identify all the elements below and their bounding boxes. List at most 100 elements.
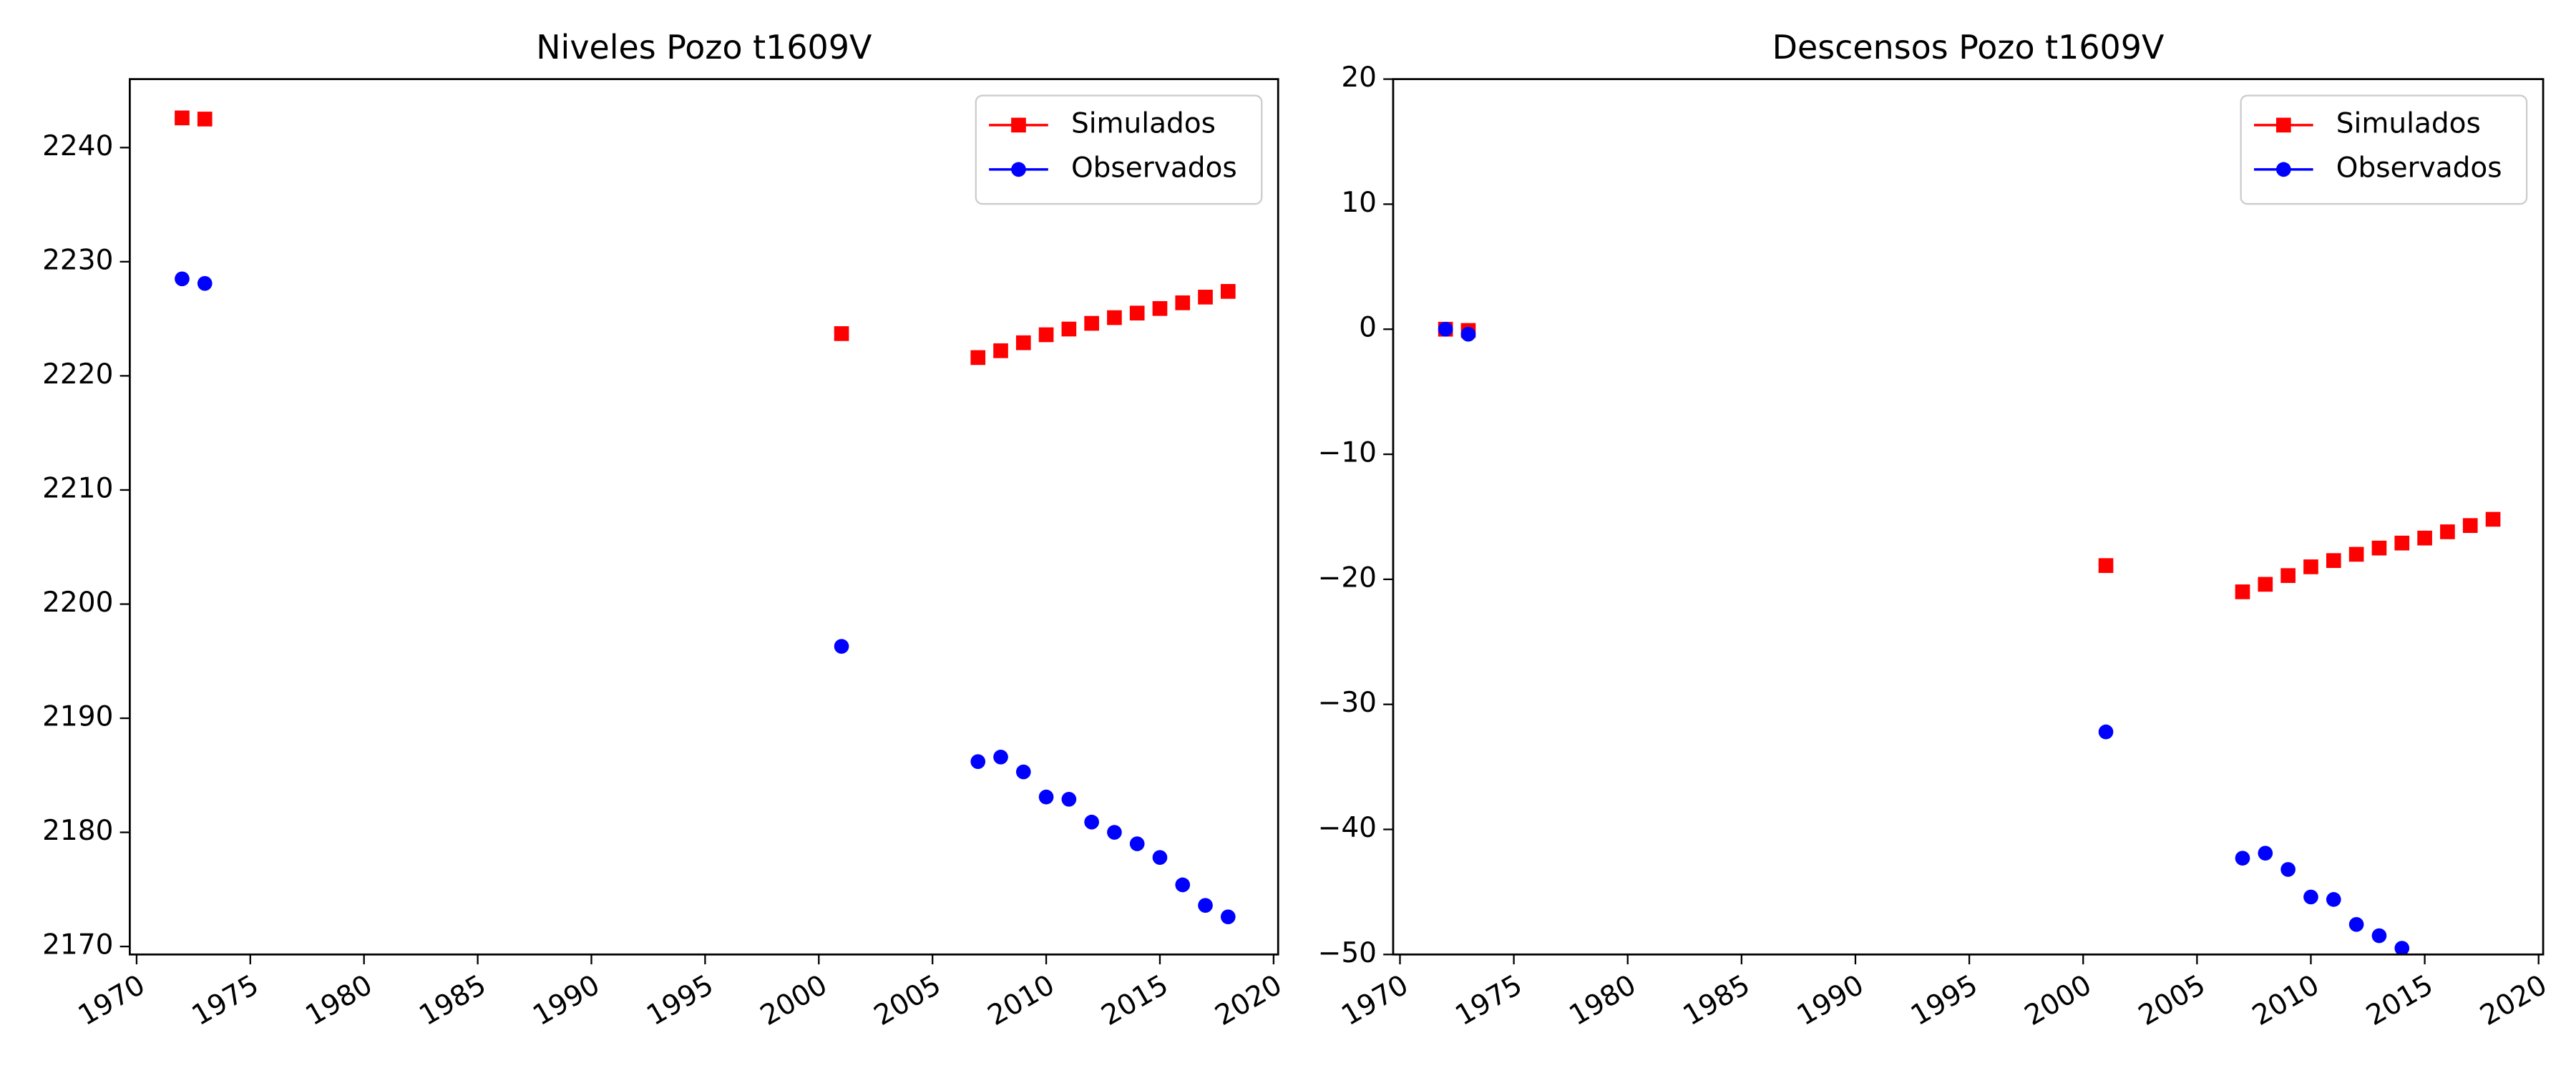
x-tick-label: 1975 (1450, 969, 1528, 1032)
x-tick-label: 1990 (527, 969, 605, 1032)
y-tick-label: −40 (1318, 812, 1377, 844)
subplot: Niveles Pozo t1609V 2170 2180 2190 2200 2210 2… (42, 28, 1287, 1032)
x-tick-label: 1975 (187, 969, 264, 1032)
marker (2462, 518, 2478, 534)
x-tick-label: 2010 (2247, 969, 2324, 1032)
y-tick-label: −50 (1318, 937, 1377, 969)
marker (1084, 315, 1099, 331)
marker (1220, 909, 1236, 924)
y-tick-label: 2220 (42, 358, 113, 391)
y-tick-label: 2230 (42, 244, 113, 276)
marker (1061, 791, 1077, 807)
y-tick-label: 2180 (42, 815, 113, 847)
legend-label: Simulados (1071, 107, 1216, 139)
marker (1175, 295, 1191, 310)
marker (175, 271, 190, 287)
plot-area (175, 110, 1236, 924)
y-tick-label: −20 (1318, 562, 1377, 594)
marker (2098, 724, 2114, 740)
marker (2326, 553, 2341, 568)
marker (993, 749, 1008, 765)
plot-frame (1392, 78, 2545, 956)
x-tick-label: 1970 (73, 969, 150, 1032)
marker (2303, 559, 2318, 574)
marker (970, 350, 986, 366)
x-tick-label: 1980 (1564, 969, 1641, 1032)
chart-title: Descensos Pozo t1609V (1772, 28, 2165, 67)
marker (2394, 941, 2410, 955)
y-tick-label: 2170 (42, 929, 113, 961)
marker (1129, 305, 1145, 320)
x-tick-label: 2020 (1210, 969, 1287, 1032)
legend-frame (2240, 94, 2528, 205)
x-tick-label: 2000 (755, 969, 832, 1032)
marker (1011, 117, 1026, 133)
x-tick-label: 1995 (1906, 969, 1983, 1032)
marker (2235, 851, 2250, 866)
legend: Simulados Observados (2240, 94, 2528, 205)
marker (1015, 335, 1031, 351)
plot-frame (129, 78, 1279, 956)
marker (197, 275, 213, 291)
marker (2235, 584, 2250, 599)
marker (2258, 846, 2273, 861)
marker (1061, 321, 1077, 337)
y-tick-label: −10 (1318, 437, 1377, 469)
y-tick-label: −30 (1318, 687, 1377, 719)
marker (2280, 568, 2296, 583)
marker (2463, 1009, 2478, 1024)
x-tick-label: 2020 (2475, 969, 2552, 1032)
marker (1438, 321, 1453, 337)
x-tick-label: 1985 (414, 969, 492, 1032)
legend-frame (975, 94, 1263, 205)
marker (1107, 825, 1122, 840)
marker (2258, 577, 2273, 592)
marker (2440, 986, 2455, 1001)
marker (2485, 511, 2501, 527)
x-tick-label: 2005 (869, 969, 946, 1032)
plot-area (1438, 321, 2501, 1024)
marker (2440, 524, 2455, 539)
marker (1220, 284, 1236, 299)
marker (1198, 898, 1213, 913)
marker (1038, 789, 1054, 805)
x-tick-label: 2015 (2361, 969, 2439, 1032)
y-tick-label: 10 (1341, 187, 1377, 219)
legend-label: Observados (1071, 152, 1237, 184)
x-tick-label: 2010 (982, 969, 1060, 1032)
chart-title: Niveles Pozo t1609V (536, 28, 872, 67)
marker (1152, 300, 1168, 316)
x-tick-label: 1985 (1678, 969, 1755, 1032)
marker (2417, 530, 2432, 546)
marker (1175, 877, 1191, 893)
marker (2394, 535, 2410, 551)
marker (2348, 917, 2364, 932)
marker (993, 343, 1008, 358)
y-tick-label: 2210 (42, 472, 113, 504)
x-tick-label: 1995 (641, 969, 718, 1032)
marker (970, 754, 986, 770)
x-tick-label: 2005 (2133, 969, 2210, 1032)
marker (1015, 764, 1031, 780)
y-tick-label: 0 (1359, 312, 1377, 344)
legend-label: Observados (2336, 152, 2502, 184)
marker (175, 110, 190, 126)
marker (2348, 547, 2364, 562)
x-tick-label: 2015 (1096, 969, 1174, 1032)
x-tick-label: 2000 (2019, 969, 2097, 1032)
marker (2280, 862, 2296, 877)
y-tick-label: 2190 (42, 701, 113, 733)
marker (1038, 327, 1054, 343)
x-tick-label: 1990 (1792, 969, 1869, 1032)
legend-label: Simulados (2336, 107, 2481, 139)
marker (1011, 162, 1026, 177)
y-tick-label: 2240 (42, 130, 113, 162)
marker (1460, 326, 1476, 342)
legend: Simulados Observados (975, 94, 1263, 205)
marker (1084, 814, 1099, 830)
marker (1107, 310, 1122, 325)
marker (2371, 540, 2387, 556)
marker (2275, 117, 2291, 133)
marker (2371, 928, 2387, 944)
